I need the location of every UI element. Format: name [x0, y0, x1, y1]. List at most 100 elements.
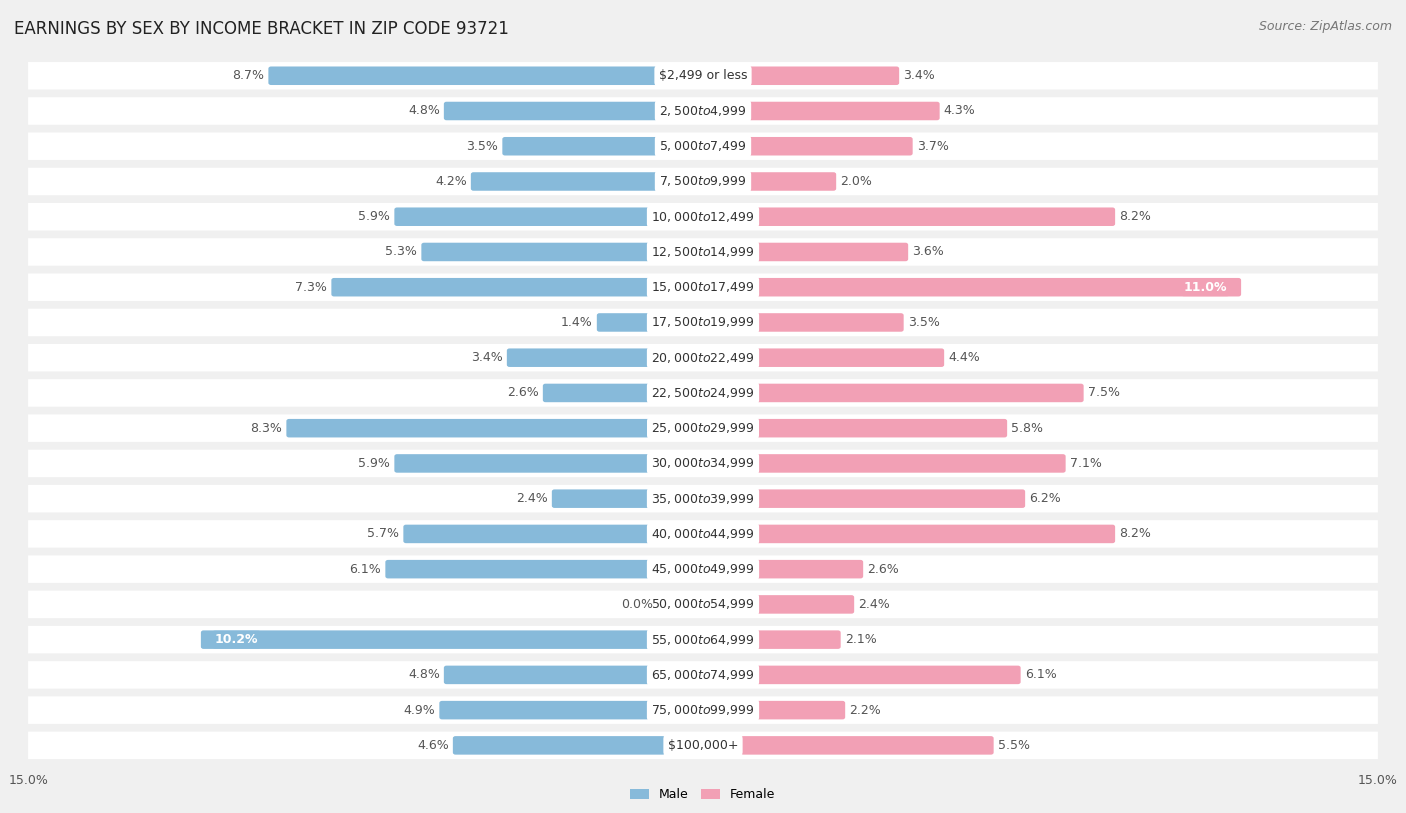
- Text: 4.8%: 4.8%: [408, 105, 440, 118]
- Text: 4.8%: 4.8%: [408, 668, 440, 681]
- Text: 1.4%: 1.4%: [561, 316, 593, 329]
- Text: 10.2%: 10.2%: [215, 633, 259, 646]
- Text: $25,000 to $29,999: $25,000 to $29,999: [651, 421, 755, 435]
- Text: $2,499 or less: $2,499 or less: [659, 69, 747, 82]
- Text: 4.4%: 4.4%: [948, 351, 980, 364]
- FancyBboxPatch shape: [28, 238, 1378, 266]
- Text: 7.1%: 7.1%: [1070, 457, 1101, 470]
- Text: 5.5%: 5.5%: [998, 739, 1029, 752]
- FancyBboxPatch shape: [28, 485, 1378, 512]
- FancyBboxPatch shape: [28, 626, 1378, 654]
- FancyBboxPatch shape: [28, 379, 1378, 406]
- FancyBboxPatch shape: [741, 701, 845, 720]
- FancyBboxPatch shape: [28, 520, 1378, 548]
- FancyBboxPatch shape: [741, 630, 841, 649]
- Text: EARNINGS BY SEX BY INCOME BRACKET IN ZIP CODE 93721: EARNINGS BY SEX BY INCOME BRACKET IN ZIP…: [14, 20, 509, 38]
- FancyBboxPatch shape: [28, 203, 1378, 230]
- Text: 5.9%: 5.9%: [359, 457, 391, 470]
- Text: $75,000 to $99,999: $75,000 to $99,999: [651, 703, 755, 717]
- Text: 7.5%: 7.5%: [1088, 386, 1119, 399]
- FancyBboxPatch shape: [741, 137, 912, 155]
- FancyBboxPatch shape: [741, 278, 1241, 297]
- Text: 11.0%: 11.0%: [1184, 280, 1227, 293]
- Text: 5.7%: 5.7%: [367, 528, 399, 541]
- Text: 3.5%: 3.5%: [908, 316, 939, 329]
- FancyBboxPatch shape: [28, 344, 1378, 372]
- FancyBboxPatch shape: [394, 207, 665, 226]
- Text: $2,500 to $4,999: $2,500 to $4,999: [659, 104, 747, 118]
- Text: 2.4%: 2.4%: [516, 492, 548, 505]
- FancyBboxPatch shape: [444, 666, 665, 685]
- FancyBboxPatch shape: [332, 278, 665, 297]
- FancyBboxPatch shape: [28, 450, 1378, 477]
- FancyBboxPatch shape: [741, 419, 1007, 437]
- Text: 3.6%: 3.6%: [912, 246, 943, 259]
- FancyBboxPatch shape: [506, 349, 665, 367]
- Text: 6.1%: 6.1%: [1025, 668, 1056, 681]
- Text: $65,000 to $74,999: $65,000 to $74,999: [651, 668, 755, 682]
- Text: $55,000 to $64,999: $55,000 to $64,999: [651, 633, 755, 646]
- FancyBboxPatch shape: [453, 736, 665, 754]
- Text: $20,000 to $22,499: $20,000 to $22,499: [651, 350, 755, 365]
- FancyBboxPatch shape: [741, 67, 900, 85]
- FancyBboxPatch shape: [28, 62, 1378, 89]
- FancyBboxPatch shape: [741, 172, 837, 191]
- FancyBboxPatch shape: [741, 384, 1084, 402]
- FancyBboxPatch shape: [502, 137, 665, 155]
- FancyBboxPatch shape: [741, 666, 1021, 685]
- FancyBboxPatch shape: [269, 67, 665, 85]
- Text: 3.4%: 3.4%: [903, 69, 935, 82]
- FancyBboxPatch shape: [28, 732, 1378, 759]
- FancyBboxPatch shape: [741, 736, 994, 754]
- Text: 8.2%: 8.2%: [1119, 211, 1152, 224]
- FancyBboxPatch shape: [741, 595, 855, 614]
- FancyBboxPatch shape: [28, 167, 1378, 195]
- Text: 7.3%: 7.3%: [295, 280, 328, 293]
- FancyBboxPatch shape: [28, 273, 1378, 301]
- Legend: Male, Female: Male, Female: [630, 789, 776, 802]
- Text: $15,000 to $17,499: $15,000 to $17,499: [651, 280, 755, 294]
- FancyBboxPatch shape: [741, 102, 939, 120]
- Text: $50,000 to $54,999: $50,000 to $54,999: [651, 598, 755, 611]
- Text: 2.6%: 2.6%: [868, 563, 898, 576]
- Text: $30,000 to $34,999: $30,000 to $34,999: [651, 456, 755, 471]
- FancyBboxPatch shape: [28, 555, 1378, 583]
- Text: $35,000 to $39,999: $35,000 to $39,999: [651, 492, 755, 506]
- FancyBboxPatch shape: [385, 560, 665, 578]
- Text: 6.1%: 6.1%: [350, 563, 381, 576]
- FancyBboxPatch shape: [287, 419, 665, 437]
- Text: 2.2%: 2.2%: [849, 703, 882, 716]
- FancyBboxPatch shape: [422, 243, 665, 261]
- Text: $17,500 to $19,999: $17,500 to $19,999: [651, 315, 755, 329]
- FancyBboxPatch shape: [404, 524, 665, 543]
- Text: 5.3%: 5.3%: [385, 246, 418, 259]
- FancyBboxPatch shape: [28, 309, 1378, 337]
- Text: 8.2%: 8.2%: [1119, 528, 1152, 541]
- Text: 3.5%: 3.5%: [467, 140, 498, 153]
- Text: 0.0%: 0.0%: [621, 598, 654, 611]
- Text: 5.9%: 5.9%: [359, 211, 391, 224]
- Text: $12,500 to $14,999: $12,500 to $14,999: [651, 245, 755, 259]
- FancyBboxPatch shape: [471, 172, 665, 191]
- FancyBboxPatch shape: [741, 489, 1025, 508]
- Text: 4.9%: 4.9%: [404, 703, 436, 716]
- Text: 4.2%: 4.2%: [434, 175, 467, 188]
- FancyBboxPatch shape: [741, 243, 908, 261]
- Text: $22,500 to $24,999: $22,500 to $24,999: [651, 386, 755, 400]
- Text: $10,000 to $12,499: $10,000 to $12,499: [651, 210, 755, 224]
- Text: 3.7%: 3.7%: [917, 140, 949, 153]
- FancyBboxPatch shape: [444, 102, 665, 120]
- Text: 6.2%: 6.2%: [1029, 492, 1062, 505]
- Text: 5.8%: 5.8%: [1011, 422, 1043, 435]
- Text: $100,000+: $100,000+: [668, 739, 738, 752]
- FancyBboxPatch shape: [741, 349, 945, 367]
- FancyBboxPatch shape: [741, 313, 904, 332]
- Text: 2.0%: 2.0%: [841, 175, 872, 188]
- FancyBboxPatch shape: [28, 591, 1378, 618]
- Text: $45,000 to $49,999: $45,000 to $49,999: [651, 562, 755, 576]
- FancyBboxPatch shape: [28, 98, 1378, 124]
- FancyBboxPatch shape: [741, 560, 863, 578]
- FancyBboxPatch shape: [28, 415, 1378, 442]
- FancyBboxPatch shape: [394, 454, 665, 472]
- Text: 4.3%: 4.3%: [943, 105, 976, 118]
